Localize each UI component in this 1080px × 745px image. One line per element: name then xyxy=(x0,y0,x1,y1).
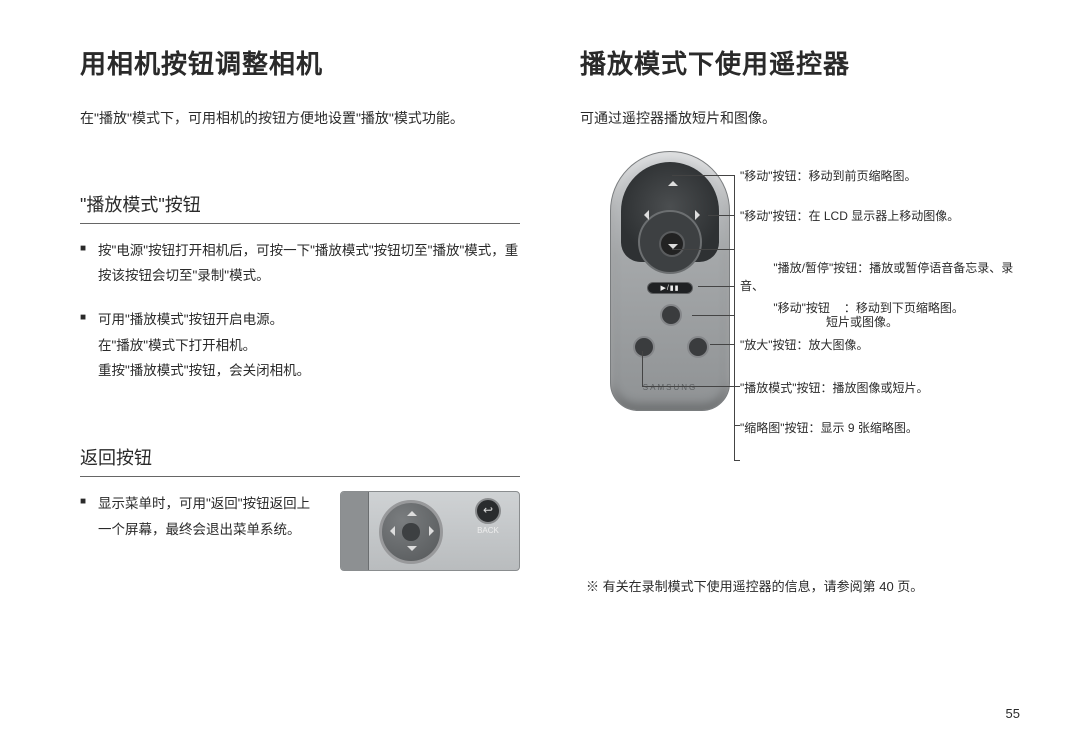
remote-diagram: ▶/▮▮ SAMSUNG "移动"按钮：移动到前页缩略图。 xyxy=(580,141,1020,481)
chevron-left-icon xyxy=(385,526,395,536)
section1-list: 按"电源"按钮打开相机后，可按一下"播放模式"按钮切至"播放"模式，重按该按钮会… xyxy=(80,238,520,384)
remote-body: ▶/▮▮ SAMSUNG xyxy=(610,151,730,411)
leader-line xyxy=(698,286,734,287)
back-button-icon: BACK xyxy=(467,498,509,535)
leader-line xyxy=(710,344,734,345)
callout-zoom: "放大"按钮：放大图像。 xyxy=(740,336,869,354)
back-block: 显示菜单时，可用"返回"按钮返回上一个屏幕，最终会退出菜单系统。 BACK xyxy=(80,491,520,571)
chevron-up-icon xyxy=(407,506,417,516)
chevron-down-icon xyxy=(407,546,417,556)
page-number: 55 xyxy=(1006,706,1020,721)
zoom-button-icon xyxy=(660,304,682,326)
callout-move-next-a: "移动"按钮 xyxy=(773,301,830,315)
leader-line xyxy=(642,351,643,386)
right-title: 播放模式下使用遥控器 xyxy=(580,44,1020,81)
remote-brand-label: SAMSUNG xyxy=(611,383,729,392)
leader-line xyxy=(734,460,740,461)
right-column: 播放模式下使用遥控器 可通过遥控器播放短片和图像。 ▶/▮▮ SAMSUNG xyxy=(570,44,1020,715)
playmode-button-icon xyxy=(633,336,655,358)
play-pause-icon: ▶/▮▮ xyxy=(647,282,693,294)
callout-thumbnail: "缩略图"按钮：显示 9 张缩略图。 xyxy=(740,419,918,437)
section2-list: 显示菜单时，可用"返回"按钮返回上一个屏幕，最终会退出菜单系统。 xyxy=(80,491,320,560)
callout-move-next-b: ：移动到下页缩略图。 xyxy=(844,301,964,315)
right-footnote: ※ 有关在录制模式下使用遥控器的信息，请参阅第 40 页。 xyxy=(586,576,923,595)
thumbnail-button-icon xyxy=(687,336,709,358)
camera-edge xyxy=(341,492,369,570)
left-title: 用相机按钮调整相机 xyxy=(80,44,520,81)
left-intro: 在"播放"模式下，可用相机的按钮方便地设置"播放"模式功能。 xyxy=(80,107,520,131)
section2-title: 返回按钮 xyxy=(80,444,520,477)
leader-line xyxy=(692,315,734,316)
section2-item1: 显示菜单时，可用"返回"按钮返回上一个屏幕，最终会退出菜单系统。 xyxy=(80,491,320,542)
left-column: 用相机按钮调整相机 在"播放"模式下，可用相机的按钮方便地设置"播放"模式功能。… xyxy=(80,44,530,715)
callout-move-lcd: "移动"按钮：在 LCD 显示器上移动图像。 xyxy=(740,207,959,225)
section1-item1: 按"电源"按钮打开相机后，可按一下"播放模式"按钮切至"播放"模式，重按该按钮会… xyxy=(80,238,520,289)
callout-play-mode: "播放模式"按钮：播放图像或短片。 xyxy=(740,379,929,397)
arrow-up-icon xyxy=(668,176,678,186)
leader-line xyxy=(708,215,734,216)
chevron-right-icon xyxy=(429,526,439,536)
section1-title: "播放模式"按钮 xyxy=(80,191,520,224)
leader-line xyxy=(734,175,735,460)
back-button-dot xyxy=(475,498,501,524)
right-intro: 可通过遥控器播放短片和图像。 xyxy=(580,107,1020,131)
back-button-label: BACK xyxy=(477,526,499,535)
camera-back-illustration: BACK xyxy=(340,491,520,571)
leader-line xyxy=(642,386,734,387)
callout-move-next: "移动"按钮 ：移动到下页缩略图。 xyxy=(740,281,964,335)
callout-move-prev: "移动"按钮：移动到前页缩略图。 xyxy=(740,167,917,185)
leader-line xyxy=(672,249,734,250)
page: 用相机按钮调整相机 在"播放"模式下，可用相机的按钮方便地设置"播放"模式功能。… xyxy=(0,0,1080,745)
leader-line xyxy=(672,175,734,176)
arrow-left-icon xyxy=(639,210,649,220)
section1-item2: 可用"播放模式"按钮开启电源。 在"播放"模式下打开相机。 重按"播放模式"按钮… xyxy=(80,307,520,384)
arrow-right-icon xyxy=(695,210,705,220)
